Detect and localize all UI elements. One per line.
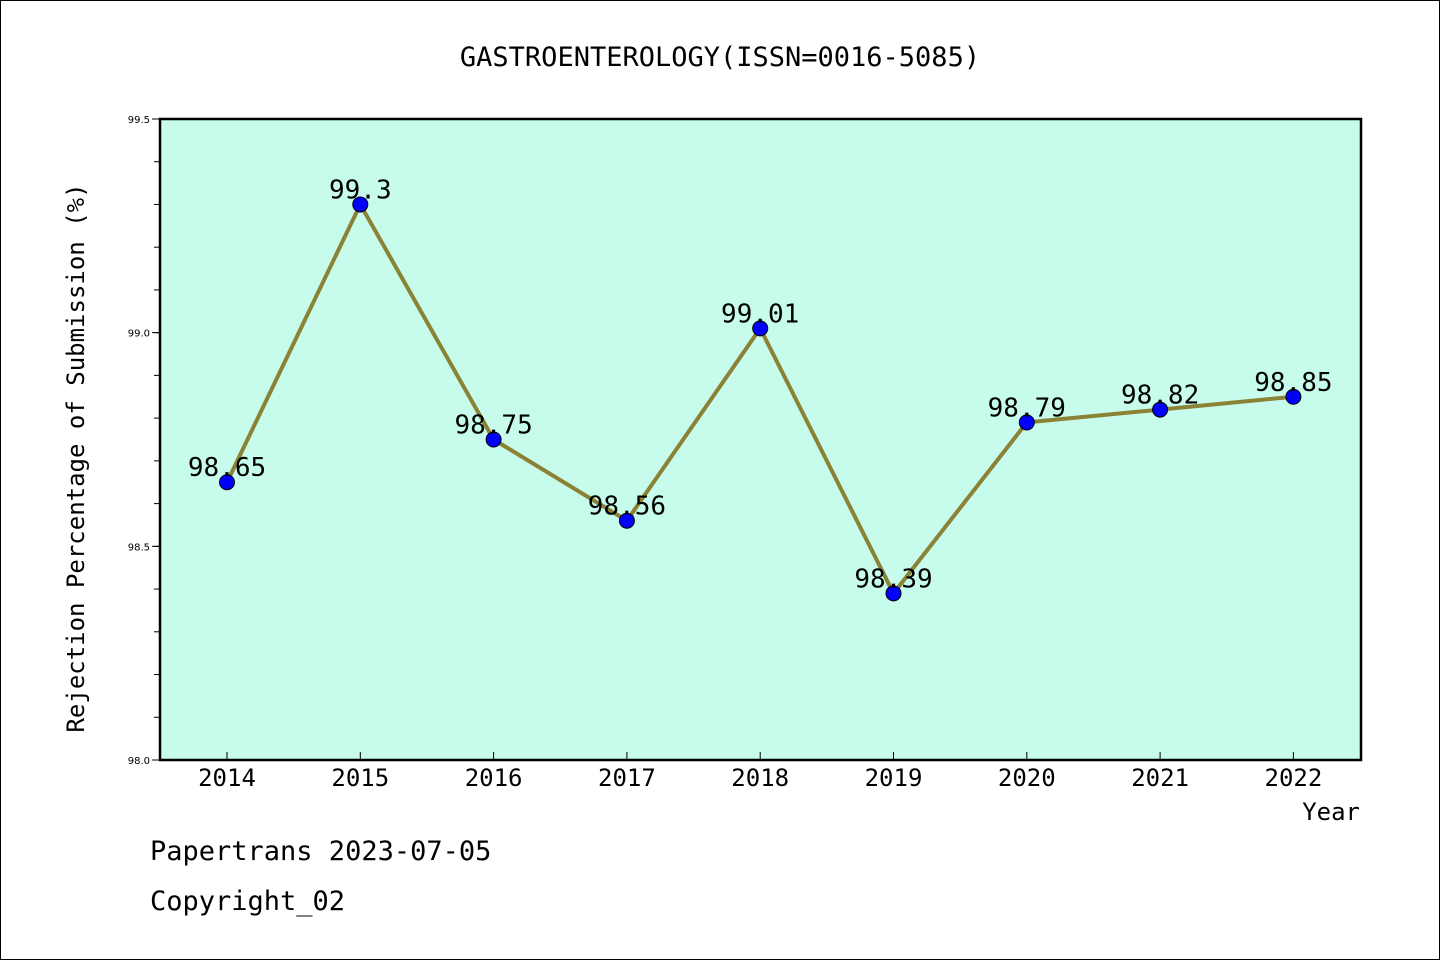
- plot-area: [158, 117, 1363, 762]
- y-tick-label: 98.0: [128, 756, 150, 767]
- x-tick-label: 2021: [1131, 764, 1189, 792]
- data-label: 98.65: [188, 453, 266, 483]
- x-tick-label: 2016: [465, 764, 523, 792]
- x-tick-label: 2022: [1265, 764, 1323, 792]
- data-point: [1152, 401, 1169, 418]
- x-axis-label: Year: [1302, 798, 1360, 826]
- x-tick-label: 2018: [731, 764, 789, 792]
- data-label: 98.85: [1254, 368, 1332, 398]
- data-label: 98.82: [1121, 381, 1199, 411]
- data-point: [618, 512, 635, 529]
- data-label: 99.3: [329, 175, 392, 205]
- x-tick-label: 2014: [198, 764, 256, 792]
- y-axis: 98.0 98.5 99.0 99.5: [128, 115, 160, 767]
- x-axis: 2014 2015 2016 2017 2018 2019 2020 2021 2022: [198, 752, 1322, 792]
- x-tick-label: 2019: [865, 764, 923, 792]
- data-point: [352, 196, 369, 213]
- data-label: 98.79: [988, 393, 1066, 423]
- footer-date-credit: Papertrans 2023-07-05: [150, 836, 492, 867]
- footer-copyright: Copyright_02: [150, 886, 346, 917]
- y-tick-label: 99.5: [128, 115, 150, 126]
- y-tick-label: 99.0: [128, 329, 150, 340]
- y-axis-label: Rejection Percentage of Submission (%): [62, 183, 90, 732]
- series-markers: [219, 196, 1302, 602]
- data-labels: 98.65 99.3 98.75 98.56 99.01 98.39 98.79 98.82 9…: [188, 175, 1333, 594]
- data-point: [885, 585, 902, 602]
- data-point: [1285, 388, 1302, 405]
- data-label: 98.39: [854, 564, 932, 594]
- data-point: [485, 431, 502, 448]
- data-point: [752, 320, 769, 337]
- data-point: [1018, 414, 1035, 431]
- x-tick-label: 2015: [331, 764, 389, 792]
- data-label: 99.01: [721, 299, 799, 329]
- data-label: 98.56: [588, 492, 666, 522]
- y-tick-label: 98.5: [128, 542, 150, 553]
- x-tick-label: 2017: [598, 764, 656, 792]
- x-tick-label: 2020: [998, 764, 1056, 792]
- chart-title: GASTROENTEROLOGY(ISSN=0016-5085): [460, 42, 980, 73]
- data-label: 98.75: [454, 411, 532, 441]
- data-point: [219, 474, 235, 491]
